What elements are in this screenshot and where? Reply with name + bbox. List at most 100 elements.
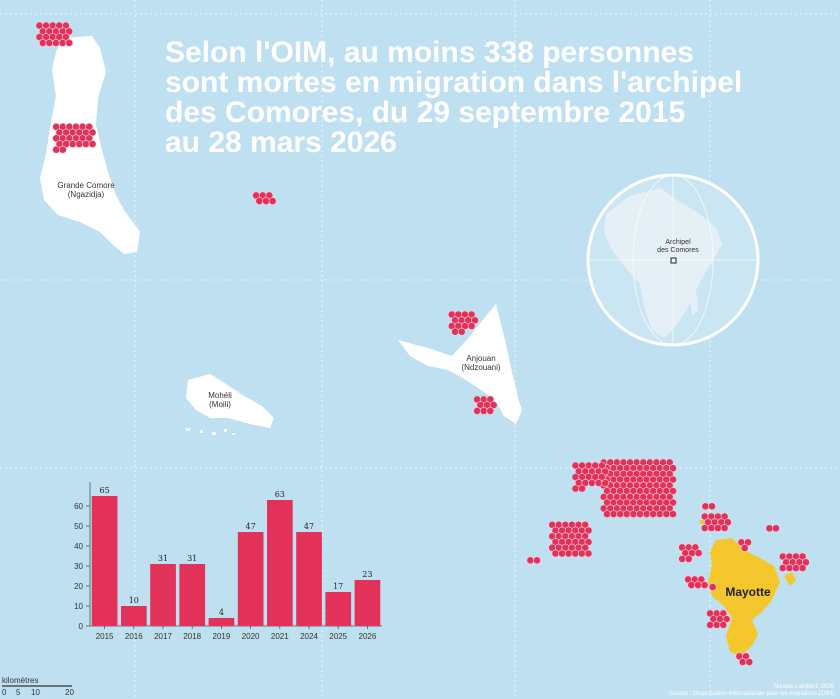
death-dot (479, 406, 488, 415)
bar-value-label: 47 (246, 522, 256, 531)
death-dot (601, 478, 610, 487)
death-dot (701, 502, 710, 511)
death-dot (742, 652, 750, 661)
death-dot (262, 197, 270, 205)
y-tick-label: 20 (74, 582, 83, 591)
anjouan-alt: (Ndzouani) (461, 363, 500, 372)
death-dot (598, 473, 606, 481)
death-dot (68, 140, 77, 148)
death-dot (38, 39, 47, 47)
death-dot (772, 524, 780, 533)
bar-value-label: 23 (362, 570, 372, 579)
globe-label-line2: des Comores (657, 247, 699, 254)
death-dot (564, 549, 573, 558)
globe-locator-box (670, 257, 677, 264)
globe-label-line1: Archipel (665, 239, 691, 246)
bar-2018 (179, 564, 206, 626)
death-dot (720, 524, 729, 532)
death-dot (52, 145, 61, 154)
bar-value-label: 10 (129, 596, 139, 605)
scale-tick-20: 20 (65, 688, 74, 697)
globe-land (604, 188, 722, 338)
death-dot (584, 538, 593, 546)
scale-bar: kilomètres 0 5 10 20 (2, 676, 74, 697)
petite-terre (784, 572, 796, 586)
y-tick-label: 10 (74, 602, 83, 611)
bar-value-label: 47 (304, 522, 314, 531)
bar-value-label: 4 (219, 608, 224, 617)
bar-2024 (296, 532, 322, 626)
x-tick-label: 2018 (183, 632, 201, 641)
death-dot (85, 122, 94, 131)
death-dot (694, 581, 702, 589)
death-dot (581, 520, 590, 529)
death-dot (571, 549, 580, 558)
death-dot (665, 469, 674, 478)
death-dot (629, 510, 638, 518)
bar-2016 (121, 606, 147, 626)
death-dot (594, 478, 603, 487)
scale-tick-5: 5 (16, 688, 21, 697)
death-dot (578, 549, 586, 558)
death-dot (778, 564, 787, 572)
anjouan-island (398, 304, 522, 424)
mayotte-island (708, 538, 780, 656)
bar-value-label: 31 (158, 554, 168, 563)
locator-globe: Archipel des Comores (586, 173, 760, 347)
bar-2026 (354, 580, 381, 626)
x-tick-label: 2026 (359, 632, 377, 641)
death-dot (467, 322, 476, 330)
death-dot (719, 621, 728, 629)
death-dot (82, 140, 90, 148)
anjouan-label: Anjouan (466, 354, 495, 363)
death-dot (601, 467, 610, 476)
death-dot (798, 552, 807, 561)
death-dot (792, 564, 800, 572)
death-dots (35, 21, 810, 666)
death-dot (255, 197, 264, 205)
death-dot (665, 458, 674, 467)
death-dot (722, 615, 731, 623)
death-dot (457, 327, 466, 336)
death-dot (785, 564, 794, 572)
bar-value-label: 65 (100, 486, 110, 495)
death-dot (708, 583, 717, 591)
x-tick-label: 2024 (300, 632, 318, 641)
x-tick-label: 2015 (96, 632, 114, 641)
title-line4: au 28 mars 2026 (165, 126, 397, 159)
death-dot (551, 549, 560, 558)
credit-author: Nicolas Lambert, 2026 (774, 684, 835, 690)
death-dot (697, 575, 706, 584)
death-dot (691, 543, 700, 552)
death-dot (706, 621, 714, 629)
title-line3: des Comores, du 29 septembre 2015 (165, 96, 685, 129)
death-dot (708, 502, 716, 511)
moheli-island (186, 374, 274, 428)
death-dot (489, 401, 498, 409)
death-dot (684, 555, 693, 563)
x-tick-label: 2019 (213, 632, 231, 641)
death-dot (571, 484, 580, 493)
death-dot (765, 524, 774, 533)
death-dot (598, 461, 606, 470)
death-dot (609, 510, 618, 518)
death-dot (486, 395, 495, 404)
death-dot (687, 581, 696, 589)
death-dot (558, 549, 566, 558)
death-dot (65, 27, 74, 36)
death-dot (584, 526, 593, 535)
map-title: Selon l'OIM, au moins 338 personnes sont… (165, 36, 742, 159)
death-dot (616, 510, 625, 518)
bar-2015 (91, 496, 118, 626)
death-dot (665, 492, 674, 501)
death-dot (802, 558, 810, 567)
y-tick-label: 40 (74, 542, 83, 551)
death-dot (265, 191, 274, 200)
y-tick-label: 0 (79, 622, 84, 631)
bar-value-label: 63 (275, 490, 285, 499)
mayotte-label: Mayotte (725, 585, 771, 599)
death-dot (467, 310, 476, 319)
